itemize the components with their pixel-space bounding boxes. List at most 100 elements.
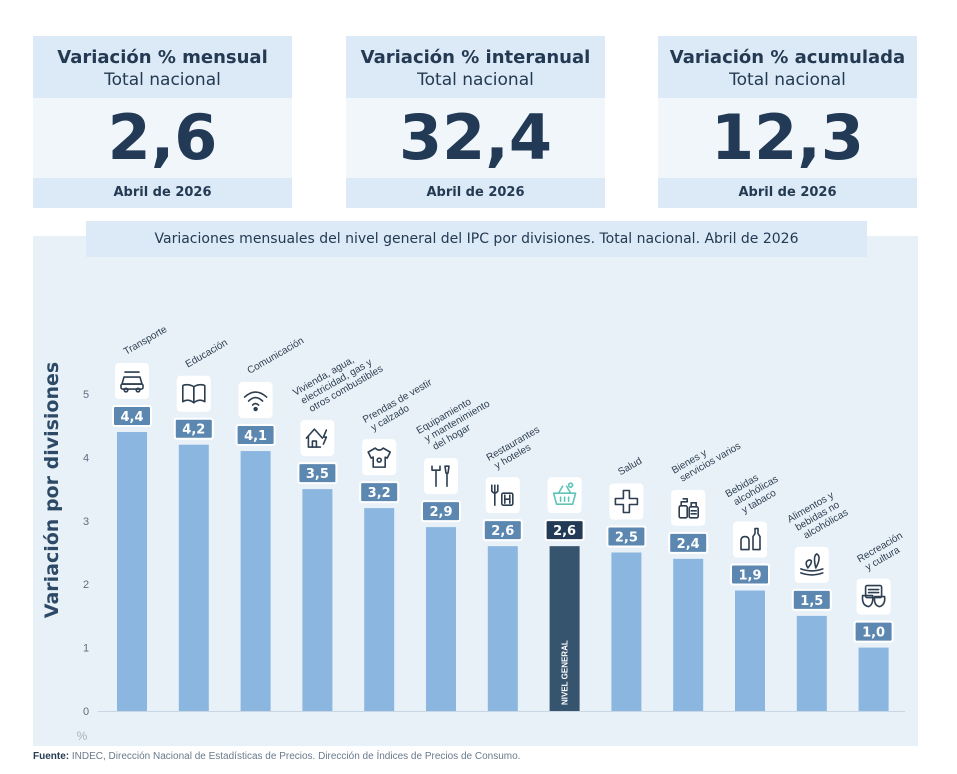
category-label: Educación xyxy=(184,337,230,370)
category-label: Vivienda, agua,electricidad, gas yotros … xyxy=(291,344,385,417)
value-label-bg xyxy=(668,531,709,554)
bar xyxy=(487,546,518,711)
cutlery-icon xyxy=(491,484,514,506)
category-label: Transporte xyxy=(122,324,169,358)
y-tick-label: 3 xyxy=(83,516,89,528)
value-label-bg xyxy=(544,519,585,542)
value-label: 1,5 xyxy=(800,594,823,609)
y-tick-label: 0 xyxy=(83,706,89,718)
source-label: Fuente: xyxy=(33,751,70,762)
bar xyxy=(117,432,147,711)
icon-tile xyxy=(794,546,829,583)
card-period: Abril de 2026 xyxy=(33,178,292,208)
card-subtitle: Total nacional xyxy=(104,70,221,90)
value-label: 2,9 xyxy=(429,505,452,520)
bar xyxy=(735,590,765,711)
tshirt-icon xyxy=(367,447,391,468)
card-subtitle: Total nacional xyxy=(417,70,534,90)
value-label: 3,5 xyxy=(306,467,329,482)
card-period: Abril de 2026 xyxy=(658,178,917,208)
bar xyxy=(796,615,827,711)
icon-tile xyxy=(547,477,582,514)
value-label-bg xyxy=(791,588,832,611)
card-title: Variación % mensual xyxy=(57,47,268,68)
bar xyxy=(858,647,889,711)
category-label: Restaurantesy hoteles xyxy=(485,424,548,473)
value-label: 1,9 xyxy=(738,569,761,584)
card-title: Variación % interanual xyxy=(360,47,591,68)
value-label-bg xyxy=(359,481,400,504)
category-label: Comunicación xyxy=(246,335,306,376)
card-value: 12,3 xyxy=(711,101,864,174)
icon-tile xyxy=(671,489,706,526)
card-title: Variación % acumulada xyxy=(669,47,906,68)
card-interannual: Variación % interanual Total nacional 32… xyxy=(346,36,605,208)
value-label-bg xyxy=(421,500,461,523)
bar xyxy=(611,552,642,711)
value-label-bg xyxy=(112,405,152,428)
category-label: Equipamientoy mantenimientodel hogar xyxy=(415,389,498,456)
bar xyxy=(240,451,271,711)
icon-tile xyxy=(300,420,335,457)
icon-tile xyxy=(856,578,891,615)
value-label-bg xyxy=(297,462,338,485)
value-label-bg xyxy=(173,417,214,440)
value-label: 2,6 xyxy=(553,524,576,539)
y-tick-label: 1 xyxy=(83,643,89,655)
source-note: Fuente: INDEC, Dirección Nacional de Est… xyxy=(33,751,520,762)
bar xyxy=(178,444,209,711)
bar-nivel-general xyxy=(549,546,580,711)
card-value: 32,4 xyxy=(399,101,552,174)
icon-tile xyxy=(609,483,644,520)
basket-icon xyxy=(552,482,577,505)
book-icon xyxy=(182,383,206,404)
icon-tile xyxy=(733,521,767,558)
category-label: Salud xyxy=(616,456,644,478)
source-text: INDEC, Dirección Nacional de Estadística… xyxy=(71,751,521,762)
y-tick-label: 4 xyxy=(83,452,89,464)
bar xyxy=(426,527,456,711)
value-label-bg xyxy=(606,525,647,548)
value-label-bg xyxy=(235,424,276,447)
division-group: 4,4 Transporte xyxy=(112,324,169,711)
value-label-bg xyxy=(853,620,894,643)
value-label: 4,4 xyxy=(120,410,143,425)
value-label: 3,2 xyxy=(368,486,391,501)
tools-icon xyxy=(431,465,450,487)
car-icon xyxy=(120,371,144,393)
bar xyxy=(364,508,395,711)
y-tick-label: 5 xyxy=(83,389,89,401)
value-label: 4,2 xyxy=(182,423,205,438)
theater-icon xyxy=(861,584,886,608)
icon-tile xyxy=(115,363,149,400)
category-label: Alimentos ybebidas noalcohólicas xyxy=(786,488,851,544)
card-monthly: Variación % mensual Total nacional 2,6 A… xyxy=(33,36,292,208)
card-accumulated: Variación % acumulada Total nacional 12,… xyxy=(658,36,917,208)
value-label: 2,4 xyxy=(677,537,700,552)
card-subtitle: Total nacional xyxy=(729,70,846,90)
house-icon xyxy=(305,428,328,448)
icon-tile xyxy=(238,382,273,419)
icon-tile xyxy=(485,477,520,514)
bar xyxy=(673,558,704,711)
wifi-icon xyxy=(243,391,268,412)
division-group: 2,6 Restaurantesy hoteles xyxy=(482,424,548,711)
icon-tile xyxy=(362,439,397,476)
wine-icon xyxy=(740,527,761,551)
category-label: Bienes yservicios varios xyxy=(670,431,743,486)
division-group: 1,5 Alimentos ybebidas noalcohólicas xyxy=(786,488,851,711)
value-label: 4,1 xyxy=(244,429,267,444)
bottles-icon xyxy=(678,498,700,519)
division-group: 1,9 Bebidasalcohólicasy tabaco xyxy=(724,464,786,711)
division-group: 2,4 Bienes yservicios varios xyxy=(668,431,743,711)
category-label: Bebidasalcohólicasy tabaco xyxy=(724,464,786,519)
value-label: 2,6 xyxy=(491,524,514,539)
division-group: 2,9 Equipamientoy mantenimientodel hogar xyxy=(415,389,498,711)
division-group: 4,2 Educación xyxy=(173,337,230,711)
value-label-bg xyxy=(482,519,523,542)
value-label-bg xyxy=(730,563,770,586)
division-group: 1,0 Recreacióny cultura xyxy=(853,530,905,711)
bar xyxy=(302,489,333,711)
icon-tile xyxy=(424,458,458,495)
